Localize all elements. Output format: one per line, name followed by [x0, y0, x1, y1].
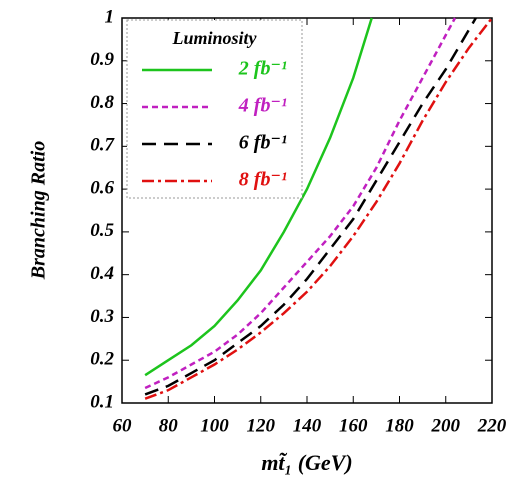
legend-label: 2 fb⁻¹	[238, 58, 287, 80]
line-series	[144, 17, 493, 400]
x-tick-label: 220	[477, 415, 507, 436]
x-tick-label: 160	[339, 415, 368, 436]
legend-label: 4 fb⁻¹	[238, 95, 287, 117]
line-series	[144, 17, 477, 396]
y-tick-label: 0.6	[90, 177, 114, 198]
x-axis-label: mt̃₁ (GeV)	[261, 450, 352, 475]
legend-label: 6 fb⁻¹	[239, 132, 287, 154]
y-tick-label: 0.4	[90, 263, 114, 284]
y-tick-label: 0.9	[90, 49, 114, 70]
y-tick-label: 0.5	[90, 220, 114, 241]
y-tick-label: 0.7	[90, 135, 115, 156]
legend-title: Luminosity	[171, 28, 257, 48]
y-tick-label: 1	[105, 6, 115, 27]
y-axis-label: Branching Ratio	[28, 141, 50, 280]
line-series	[144, 17, 457, 390]
y-tick-label: 0.3	[90, 306, 114, 327]
x-tick-label: 80	[159, 415, 179, 436]
y-tick-label: 0.2	[90, 349, 114, 370]
x-tick-label: 180	[385, 415, 414, 436]
x-tick-label: 120	[247, 415, 276, 436]
x-tick-label: 200	[431, 415, 461, 436]
x-tick-label: 60	[113, 415, 133, 436]
legend-label: 8 fb⁻¹	[239, 169, 287, 191]
line-series	[144, 17, 373, 377]
x-tick-label: 140	[293, 415, 322, 436]
legend-box	[126, 19, 303, 199]
y-tick-label: 0.8	[90, 92, 114, 113]
y-tick-label: 0.1	[90, 391, 114, 412]
x-tick-label: 100	[200, 415, 229, 436]
